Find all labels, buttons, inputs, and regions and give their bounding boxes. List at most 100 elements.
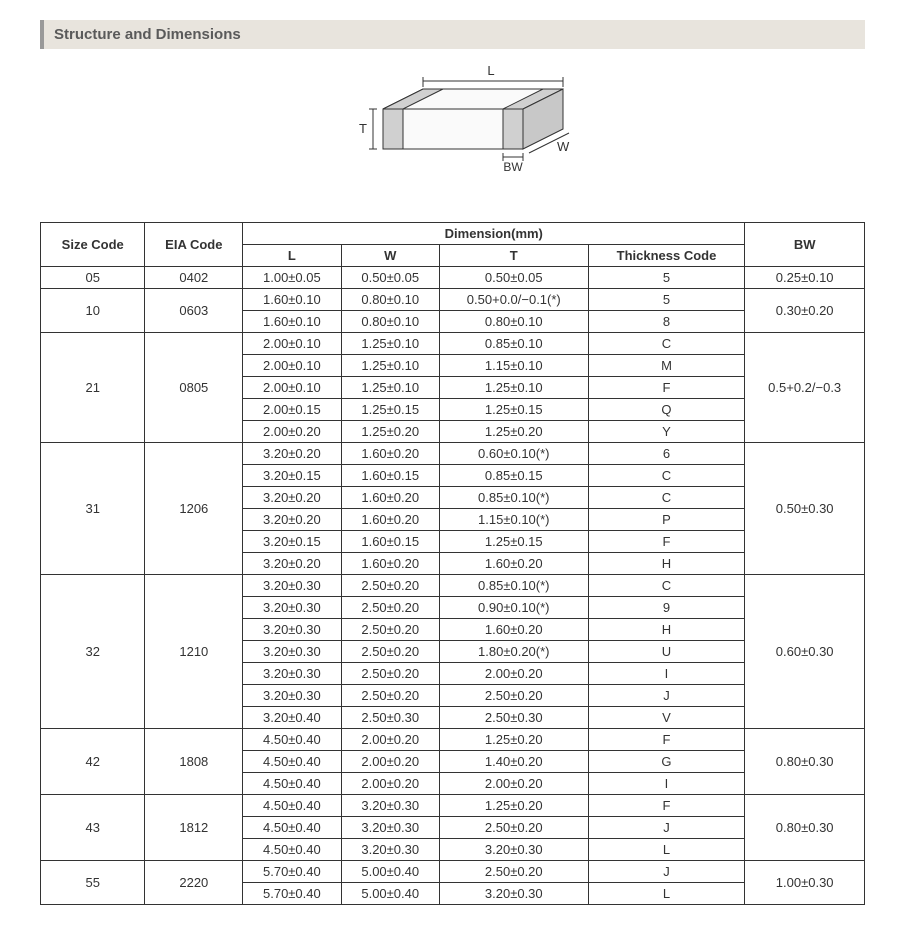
diagram-label-T: T xyxy=(359,121,367,136)
cell-W: 2.50±0.20 xyxy=(341,641,439,663)
cell-L: 3.20±0.15 xyxy=(243,465,341,487)
cell-W: 0.80±0.10 xyxy=(341,289,439,311)
cell-W: 3.20±0.30 xyxy=(341,817,439,839)
cell-T: 1.40±0.20 xyxy=(439,751,588,773)
cell-size-code: 32 xyxy=(41,575,145,729)
cell-bw: 0.50±0.30 xyxy=(745,443,865,575)
cell-tc: C xyxy=(588,487,745,509)
cell-T: 2.50±0.20 xyxy=(439,817,588,839)
cell-T: 1.15±0.10(*) xyxy=(439,509,588,531)
table-row: 4218084.50±0.402.00±0.201.25±0.20F0.80±0… xyxy=(41,729,865,751)
structure-diagram: L W T BW xyxy=(40,59,865,202)
cell-L: 3.20±0.30 xyxy=(243,619,341,641)
cell-W: 2.50±0.30 xyxy=(341,707,439,729)
cell-bw: 0.80±0.30 xyxy=(745,795,865,861)
cell-tc: J xyxy=(588,861,745,883)
cell-L: 3.20±0.40 xyxy=(243,707,341,729)
col-T: T xyxy=(439,245,588,267)
cell-L: 3.20±0.30 xyxy=(243,641,341,663)
cell-L: 3.20±0.30 xyxy=(243,663,341,685)
cell-T: 0.50+0.0/−0.1(*) xyxy=(439,289,588,311)
cell-tc: 5 xyxy=(588,289,745,311)
cell-W: 1.60±0.20 xyxy=(341,509,439,531)
cell-T: 1.60±0.20 xyxy=(439,553,588,575)
cell-T: 0.85±0.15 xyxy=(439,465,588,487)
cell-tc: C xyxy=(588,575,745,597)
cell-W: 1.25±0.15 xyxy=(341,399,439,421)
cell-W: 1.60±0.20 xyxy=(341,443,439,465)
cell-size-code: 31 xyxy=(41,443,145,575)
cell-tc: J xyxy=(588,817,745,839)
cell-W: 0.50±0.05 xyxy=(341,267,439,289)
cell-T: 2.50±0.30 xyxy=(439,707,588,729)
diagram-label-L: L xyxy=(487,63,494,78)
cell-L: 4.50±0.40 xyxy=(243,773,341,795)
cell-T: 0.60±0.10(*) xyxy=(439,443,588,465)
cell-L: 4.50±0.40 xyxy=(243,751,341,773)
cell-tc: L xyxy=(588,839,745,861)
cell-W: 1.60±0.15 xyxy=(341,465,439,487)
col-W: W xyxy=(341,245,439,267)
cell-W: 1.25±0.20 xyxy=(341,421,439,443)
cell-tc: H xyxy=(588,619,745,641)
cell-tc: J xyxy=(588,685,745,707)
cell-L: 3.20±0.20 xyxy=(243,553,341,575)
col-dimension: Dimension(mm) xyxy=(243,223,745,245)
cell-L: 3.20±0.20 xyxy=(243,443,341,465)
cell-L: 5.70±0.40 xyxy=(243,883,341,905)
cell-L: 2.00±0.10 xyxy=(243,355,341,377)
cell-tc: C xyxy=(588,465,745,487)
cell-tc: F xyxy=(588,531,745,553)
cell-W: 1.25±0.10 xyxy=(341,333,439,355)
cell-tc: 9 xyxy=(588,597,745,619)
cell-eia-code: 1808 xyxy=(145,729,243,795)
cell-eia-code: 1812 xyxy=(145,795,243,861)
cell-T: 0.85±0.10(*) xyxy=(439,575,588,597)
cell-L: 3.20±0.20 xyxy=(243,487,341,509)
cell-W: 1.25±0.10 xyxy=(341,377,439,399)
cell-T: 1.25±0.10 xyxy=(439,377,588,399)
cell-L: 3.20±0.20 xyxy=(243,509,341,531)
cell-L: 2.00±0.10 xyxy=(243,377,341,399)
cell-tc: L xyxy=(588,883,745,905)
cell-W: 2.50±0.20 xyxy=(341,597,439,619)
cell-tc: V xyxy=(588,707,745,729)
cell-T: 0.50±0.05 xyxy=(439,267,588,289)
cell-tc: G xyxy=(588,751,745,773)
cell-size-code: 10 xyxy=(41,289,145,333)
cell-eia-code: 0805 xyxy=(145,333,243,443)
cell-bw: 0.30±0.20 xyxy=(745,289,865,333)
cell-T: 2.50±0.20 xyxy=(439,685,588,707)
cell-T: 1.15±0.10 xyxy=(439,355,588,377)
cell-tc: F xyxy=(588,377,745,399)
table-row: 5522205.70±0.405.00±0.402.50±0.20J1.00±0… xyxy=(41,861,865,883)
cell-tc: P xyxy=(588,509,745,531)
col-bw: BW xyxy=(745,223,865,267)
cell-tc: F xyxy=(588,795,745,817)
cell-W: 1.60±0.20 xyxy=(341,553,439,575)
cell-W: 2.50±0.20 xyxy=(341,663,439,685)
cell-T: 2.00±0.20 xyxy=(439,663,588,685)
cell-W: 3.20±0.30 xyxy=(341,795,439,817)
table-row: 4318124.50±0.403.20±0.301.25±0.20F0.80±0… xyxy=(41,795,865,817)
cell-W: 2.50±0.20 xyxy=(341,575,439,597)
table-row: 3212103.20±0.302.50±0.200.85±0.10(*)C0.6… xyxy=(41,575,865,597)
section-title: Structure and Dimensions xyxy=(40,20,865,49)
cell-eia-code: 1206 xyxy=(145,443,243,575)
cell-T: 2.00±0.20 xyxy=(439,773,588,795)
cell-size-code: 21 xyxy=(41,333,145,443)
cell-tc: 6 xyxy=(588,443,745,465)
cell-bw: 0.80±0.30 xyxy=(745,729,865,795)
cell-eia-code: 0603 xyxy=(145,289,243,333)
table-row: 3112063.20±0.201.60±0.200.60±0.10(*)60.5… xyxy=(41,443,865,465)
cell-T: 1.25±0.15 xyxy=(439,531,588,553)
cell-W: 1.25±0.10 xyxy=(341,355,439,377)
cell-L: 1.60±0.10 xyxy=(243,311,341,333)
cell-L: 2.00±0.10 xyxy=(243,333,341,355)
cell-W: 2.00±0.20 xyxy=(341,729,439,751)
diagram-label-W: W xyxy=(557,139,570,154)
cell-W: 2.50±0.20 xyxy=(341,619,439,641)
cell-W: 5.00±0.40 xyxy=(341,861,439,883)
diagram-label-BW: BW xyxy=(503,160,523,174)
cell-L: 1.60±0.10 xyxy=(243,289,341,311)
